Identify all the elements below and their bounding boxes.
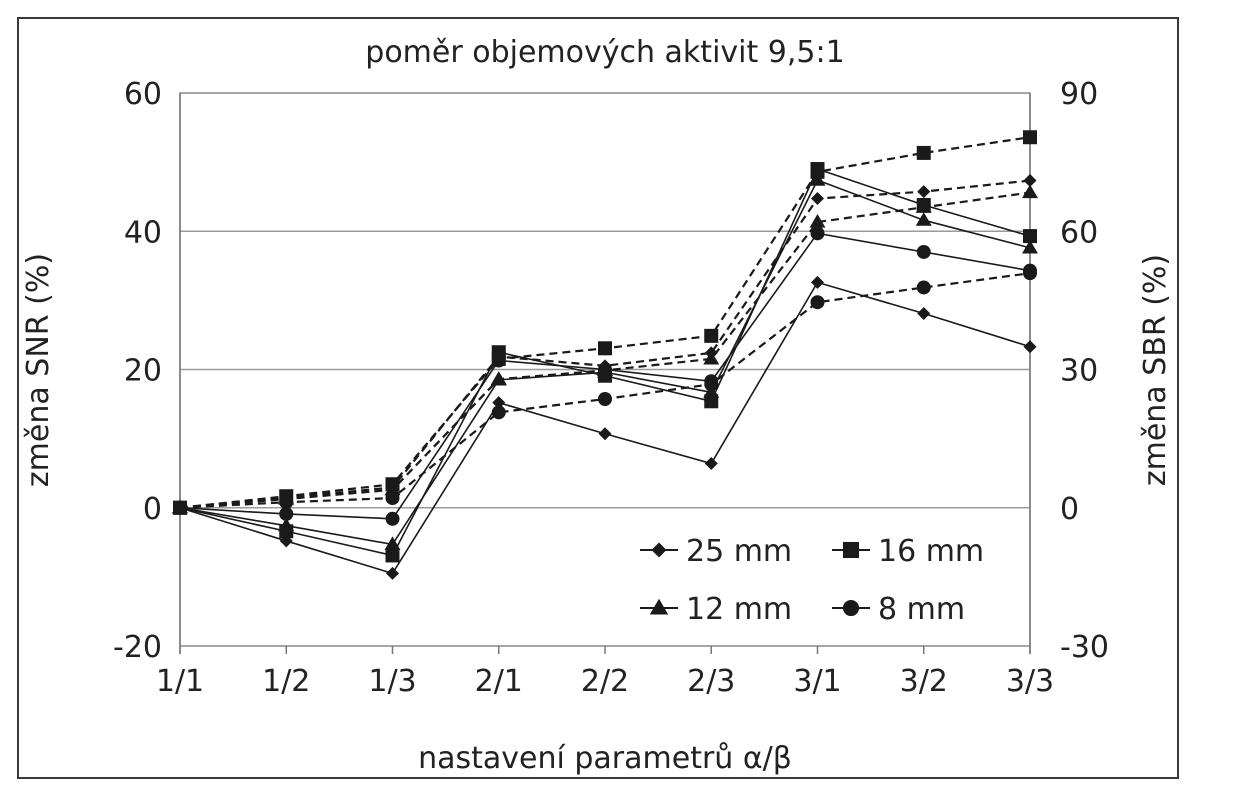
tick-labels: 1/1 1/2 1/3 2/1 2/2 2/3 3/1 3/2 3/3 -20 0 20 40 60 -30… xyxy=(113,77,1109,699)
y-axis-title-left: změna SNR (%) xyxy=(21,253,56,487)
circle-marker-point xyxy=(491,405,506,420)
legend-label: 16 mm xyxy=(878,534,984,569)
y-axis-title-right: změna SBR (%) xyxy=(1138,254,1173,486)
legend-label: 8 mm xyxy=(878,592,965,627)
diamond-marker-point xyxy=(917,185,931,199)
square-marker-point xyxy=(598,341,612,356)
x-tick-label-2-3: 2/3 xyxy=(687,664,735,699)
circle-marker-point xyxy=(279,506,294,521)
y-left-tick-label-40: 40 xyxy=(124,215,162,250)
y-right-tick-label-30: 30 xyxy=(1060,354,1098,389)
circle-marker-point xyxy=(598,391,612,406)
circle-marker-point xyxy=(1023,266,1037,281)
diamond-marker-point xyxy=(598,427,612,441)
square-marker-point xyxy=(385,548,400,563)
x-tick-label-3-2: 3/2 xyxy=(900,664,948,699)
x-tick-label-3-3: 3/3 xyxy=(1006,664,1054,699)
legend-label: 12 mm xyxy=(686,592,792,627)
x-tick-label-2-2: 2/2 xyxy=(581,664,629,699)
legend-entry-16-mm: 16 mm xyxy=(832,534,984,569)
square-marker-point xyxy=(1023,130,1037,145)
x-tick-label-1-1: 1/1 xyxy=(156,664,204,699)
legend-square-marker xyxy=(842,541,860,559)
x-tick-label-1-3: 1/3 xyxy=(368,664,416,699)
diamond-marker-point xyxy=(1023,340,1037,354)
diamond-marker-point xyxy=(811,192,824,206)
diamond-marker-point xyxy=(917,307,931,321)
series-8-mm-sbr xyxy=(173,266,1037,515)
y-right-tick-label-60: 60 xyxy=(1060,215,1098,250)
triangle-marker-point xyxy=(703,350,720,365)
y-left-tick-label-20: -20 xyxy=(113,630,162,665)
x-tick-label-2-1: 2/1 xyxy=(475,664,523,699)
legend-triangle-marker xyxy=(649,598,669,615)
series-group xyxy=(172,130,1038,580)
triangle-marker-point xyxy=(809,214,826,228)
triangle-marker-point xyxy=(384,536,401,550)
legend-label: 25 mm xyxy=(686,534,792,569)
circle-marker-point xyxy=(916,244,931,259)
triangle-marker-point xyxy=(384,481,401,496)
triangle-marker-point xyxy=(490,371,507,385)
circle-marker-point xyxy=(385,491,400,506)
diamond-marker-point xyxy=(492,396,506,410)
square-marker-point xyxy=(704,328,719,343)
circle-marker-point xyxy=(810,226,825,241)
y-left-tick-label-20: 20 xyxy=(124,354,162,389)
legend-entry-8-mm: 8 mm xyxy=(832,592,965,627)
triangle-marker-point xyxy=(915,199,932,213)
y-left-tick-label-0: 0 xyxy=(143,492,162,527)
square-marker-point xyxy=(1023,229,1037,244)
x-axis-title: nastavení parametrů α/β xyxy=(418,741,792,776)
diamond-marker-point xyxy=(811,275,824,289)
square-marker-point xyxy=(916,145,931,160)
y-right-tick-label-30: -30 xyxy=(1060,630,1109,665)
triangle-marker-point xyxy=(915,212,932,226)
triangle-marker-point xyxy=(278,517,295,532)
triangle-marker-point xyxy=(597,362,613,377)
x-tick-label-1-2: 1/2 xyxy=(262,664,310,699)
square-marker-point xyxy=(810,164,825,179)
triangle-marker-point xyxy=(809,172,826,186)
chart-title: poměr objemových aktivit 9,5:1 xyxy=(365,35,844,70)
circle-marker-point xyxy=(279,495,294,510)
circle-marker-point xyxy=(704,377,719,392)
diamond-marker-point xyxy=(1023,174,1037,188)
legend-circle-marker xyxy=(842,599,860,617)
y-right-tick-label-0: 0 xyxy=(1060,492,1079,527)
triangle-marker-point xyxy=(1022,239,1038,254)
y-left-tick-label-60: 60 xyxy=(124,77,162,112)
legend: 25 mm 16 mm 12 mm 8 mm xyxy=(640,534,984,627)
circle-marker-point xyxy=(173,500,187,515)
legend-entry-12-mm: 12 mm xyxy=(640,592,792,627)
square-marker-point xyxy=(491,351,506,366)
diamond-marker-point xyxy=(704,457,718,471)
legend-diamond-marker xyxy=(651,542,667,558)
diamond-marker-point xyxy=(386,566,399,580)
triangle-marker-point xyxy=(1022,184,1038,199)
circle-marker-point xyxy=(916,280,931,295)
y-right-tick-label-90: 90 xyxy=(1060,77,1098,112)
legend-entry-25-mm: 25 mm xyxy=(640,534,792,569)
circle-marker-point xyxy=(385,511,400,526)
x-tick-label-3-1: 3/1 xyxy=(793,664,841,699)
circle-marker-point xyxy=(810,295,825,310)
